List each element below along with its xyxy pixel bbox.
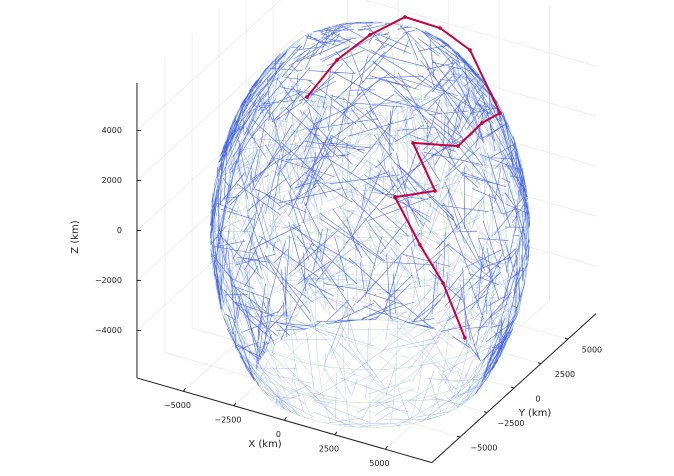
grid-line: [364, 0, 597, 67]
y-tick: [483, 411, 488, 414]
y-axis-label: Y (km): [518, 408, 552, 419]
x-tick-label: −5000: [164, 401, 191, 410]
path-point: [463, 336, 467, 340]
y-tick-label: 0: [535, 395, 540, 404]
x-tick: [183, 388, 186, 392]
x-tick-label: 0: [276, 430, 281, 439]
y-tick-label: −5000: [470, 444, 497, 453]
y-tick: [537, 362, 542, 365]
x-tick: [334, 431, 338, 436]
y-tick-label: 2500: [555, 370, 575, 379]
path-point: [393, 195, 397, 199]
y-tick: [564, 337, 569, 340]
mesh-links-front: [209, 21, 531, 395]
x-tick: [233, 402, 237, 407]
y-tick-label: −2500: [497, 419, 524, 428]
path-point: [456, 144, 460, 148]
path-point: [438, 26, 442, 30]
grid-line: [164, 352, 461, 438]
y-tick: [510, 386, 515, 389]
path-point: [468, 48, 472, 52]
x-axis-label: X (km): [248, 439, 281, 450]
grid-line: [245, 278, 542, 364]
z-tick-label: −2000: [95, 276, 122, 285]
path-point: [368, 33, 372, 37]
grid-line: [136, 31, 302, 181]
grid-line: [301, 31, 597, 117]
grid-line: [136, 81, 302, 231]
x-tick-label: 5000: [369, 459, 389, 468]
grid-line: [301, 181, 597, 267]
path-point: [418, 243, 422, 247]
x-tick-label: −2500: [214, 415, 241, 424]
y-tick-label: 5000: [582, 346, 602, 355]
path-point: [433, 189, 437, 193]
grid-line: [136, 0, 282, 131]
path-point: [498, 111, 502, 115]
z-axis-label: Z (km): [70, 220, 81, 253]
path-point: [480, 121, 484, 125]
path-point: [305, 95, 309, 99]
constellation-mesh: [209, 21, 531, 428]
x-tick: [284, 417, 287, 421]
z-tick-label: 0: [117, 226, 122, 235]
grid-line: [136, 131, 302, 281]
path-point: [335, 58, 339, 62]
x-tick: [385, 446, 388, 450]
path-point: [411, 141, 415, 145]
z-tick-label: 4000: [102, 126, 122, 135]
y-tick: [456, 435, 461, 438]
z-tick-label: −4000: [95, 326, 122, 335]
z-tick-label: 2000: [102, 176, 122, 185]
grid-line: [136, 181, 302, 331]
x-tick-label: 2500: [319, 444, 339, 453]
path-point: [403, 15, 407, 19]
path-point: [441, 281, 445, 285]
